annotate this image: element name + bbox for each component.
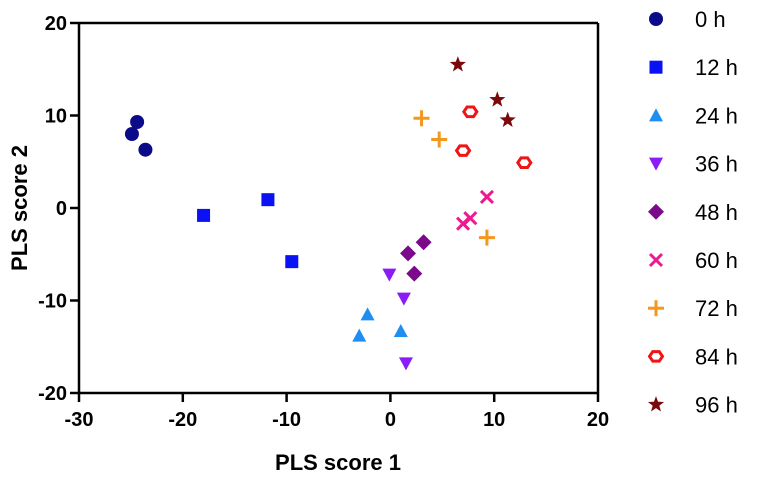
circle-marker-icon <box>124 127 139 141</box>
legend-item: 0 h <box>649 7 726 32</box>
data-points <box>124 56 533 371</box>
legend-plus-icon <box>648 300 664 317</box>
legend-item: 60 h <box>648 248 738 273</box>
x-tick-label: -20 <box>168 409 197 431</box>
legend-label: 48 h <box>695 200 738 225</box>
legend-label: 0 h <box>695 7 726 32</box>
circle-marker-icon <box>138 142 153 157</box>
legend-label: 12 h <box>695 55 738 80</box>
series-72h <box>413 110 495 246</box>
legend: 0 h 12 h 24 h 36 h 48 h 60 h 72 h 84 h 96 h <box>647 7 738 418</box>
diamond-marker-icon <box>406 265 423 282</box>
y-tick-label: -10 <box>38 291 67 313</box>
triangle-up-marker-icon <box>360 307 375 321</box>
hexagon-open-marker-icon <box>462 105 479 119</box>
y-tick-label: 20 <box>45 13 67 35</box>
x-axis-title: PLS score 1 <box>275 450 401 475</box>
series-48h <box>400 234 432 282</box>
series-84h <box>454 105 533 169</box>
legend-label: 84 h <box>695 344 738 369</box>
x-marker-icon <box>479 189 494 204</box>
legend-item: 72 h <box>648 296 738 321</box>
plus-marker-icon <box>478 229 495 246</box>
legend-star-icon <box>647 396 665 412</box>
square-marker-icon <box>285 255 299 269</box>
x-tick-label: -30 <box>65 409 94 431</box>
y-tick-label: 10 <box>45 106 67 128</box>
x-tick-label: 10 <box>483 409 505 431</box>
legend-label: 96 h <box>695 393 738 418</box>
circle-marker-icon <box>130 114 145 129</box>
legend-x-icon <box>648 252 664 268</box>
series-12h <box>197 193 299 269</box>
axes: -30 -20 -10 0 10 20 -20 -10 0 10 20 <box>38 13 609 431</box>
hexagon-open-marker-icon <box>454 144 472 157</box>
x-tick-label: 0 <box>385 409 396 431</box>
triangle-down-marker-icon <box>398 357 413 371</box>
y-axis-title: PLS score 2 <box>7 145 32 271</box>
square-marker-icon <box>197 208 211 222</box>
x-tick-label: -10 <box>272 409 301 431</box>
legend-item: 12 h <box>649 55 738 80</box>
triangle-up-marker-icon <box>393 324 408 338</box>
legend-hexagon-open-icon <box>647 350 665 363</box>
legend-item: 48 h <box>648 200 738 225</box>
legend-label: 24 h <box>695 103 738 128</box>
plus-marker-icon <box>413 110 430 127</box>
legend-label: 60 h <box>695 248 738 273</box>
y-tick-label: -20 <box>38 383 67 405</box>
legend-item: 36 h <box>649 152 738 177</box>
legend-label: 72 h <box>695 296 738 321</box>
x-marker-icon <box>455 216 471 231</box>
diamond-marker-icon <box>400 245 417 262</box>
legend-label: 36 h <box>695 152 738 177</box>
series-36h <box>382 268 413 371</box>
x-tick-label: 20 <box>587 409 609 431</box>
diamond-marker-icon <box>415 234 432 251</box>
legend-square-icon <box>649 60 663 74</box>
square-marker-icon <box>261 193 275 207</box>
legend-item: 84 h <box>647 344 738 369</box>
legend-triangle-up-icon <box>649 108 663 122</box>
legend-item: 24 h <box>649 103 738 128</box>
y-tick-label: 0 <box>56 198 67 220</box>
series-24h <box>352 307 408 342</box>
series-96h <box>449 56 516 128</box>
star-marker-icon <box>489 91 506 107</box>
triangle-up-marker-icon <box>352 328 367 342</box>
legend-triangle-down-icon <box>649 157 663 171</box>
star-marker-icon <box>499 111 516 128</box>
series-0h <box>124 114 153 157</box>
plus-marker-icon <box>431 131 448 148</box>
legend-circle-icon <box>649 12 663 26</box>
legend-item: 96 h <box>647 393 738 418</box>
triangle-down-marker-icon <box>382 268 397 282</box>
triangle-down-marker-icon <box>396 292 411 306</box>
star-marker-icon <box>449 56 466 72</box>
series-60h <box>455 189 494 231</box>
hexagon-open-marker-icon <box>515 156 533 169</box>
legend-diamond-icon <box>648 203 664 220</box>
